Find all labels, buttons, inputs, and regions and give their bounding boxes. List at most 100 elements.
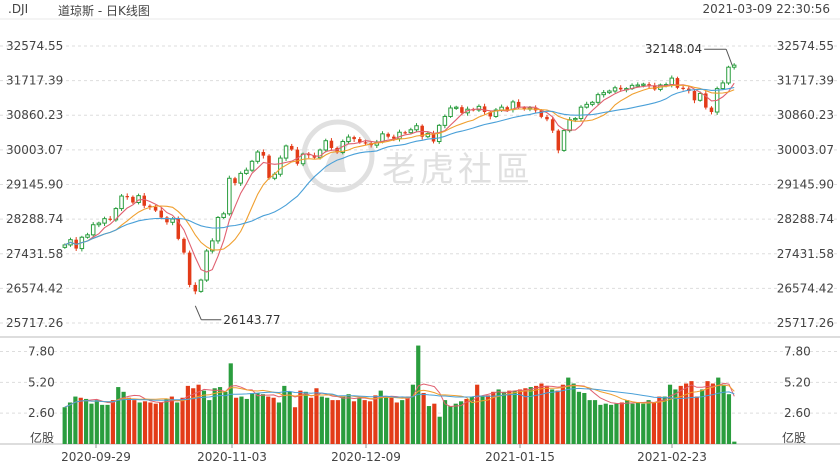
volume-bar [716, 377, 721, 444]
price-axis-label-left: 25717.26 [6, 316, 63, 330]
ma5-line [64, 82, 735, 273]
volume-bar [448, 406, 453, 444]
volume-bar [341, 396, 346, 444]
timestamp-label: 2021-03-09 22:30:56 [702, 2, 830, 16]
volume-bar [641, 403, 646, 444]
candle-body [595, 94, 601, 103]
volume-unit-label-right: 亿股 [782, 430, 806, 445]
candle-body [675, 78, 680, 88]
volume-bar [517, 389, 523, 444]
candle-body [113, 208, 119, 221]
volume-bar [512, 390, 517, 444]
candle-body [545, 116, 549, 120]
volume-bar [62, 407, 67, 444]
volume-ma10-line [64, 384, 735, 408]
volume-bar [705, 381, 710, 444]
price-axis-label-right: 25717.26 [777, 316, 834, 330]
volume-bar [689, 381, 694, 444]
candle-body [125, 196, 129, 198]
volume-bar [485, 395, 490, 444]
candle-body [323, 140, 329, 151]
price-axis-label-left: 29145.90 [6, 178, 63, 192]
volume-bar [105, 404, 110, 444]
volume-bar [576, 391, 582, 444]
volume-bar [89, 403, 94, 444]
volume-bar [164, 398, 169, 444]
volume-bar [726, 394, 732, 444]
volume-bar [453, 403, 458, 444]
price-axis-label-right: 30860.23 [777, 108, 834, 122]
volume-axis-label-right: 7.80 [784, 344, 811, 358]
candle-body [238, 172, 243, 184]
candle-body [210, 240, 215, 252]
volume-bar [362, 400, 367, 444]
volume-bar [373, 395, 378, 444]
price-axis-label-right: 27431.58 [777, 247, 834, 261]
volume-bar [314, 388, 319, 444]
volume-bar [630, 403, 635, 444]
candle-body [612, 87, 618, 92]
x-tick-label: 2020-12-09 [331, 450, 401, 464]
candle-body [704, 93, 708, 108]
candle-body [295, 149, 300, 164]
price-axis-label-right: 28288.74 [777, 212, 834, 226]
volume-bar [116, 387, 121, 444]
candle-body [329, 140, 334, 148]
volume-bar [491, 391, 496, 444]
volume-bar [94, 400, 99, 444]
volume-bar [582, 393, 587, 444]
volume-bar [132, 400, 137, 444]
volume-bar [287, 391, 292, 444]
candle-body [131, 196, 135, 203]
x-tick-label: 2020-11-03 [197, 450, 267, 464]
price-axis-label-right: 26574.42 [777, 281, 834, 295]
volume-bar [110, 400, 115, 444]
volume-bar [592, 400, 598, 444]
candle-body [731, 64, 737, 68]
volume-bar [255, 393, 260, 444]
volume-bar [732, 441, 737, 444]
volume-bar [121, 391, 126, 444]
candle-body [176, 219, 181, 239]
volume-bar [410, 384, 415, 444]
candle-body [352, 137, 356, 140]
candle-body [584, 103, 589, 108]
high-annotation-label: 32148.04 [645, 42, 702, 56]
candle-body [561, 130, 567, 151]
candle-body [102, 218, 107, 224]
volume-bar [73, 396, 78, 444]
candle-body [567, 119, 572, 132]
candle-body [153, 206, 158, 211]
volume-bar [587, 400, 592, 444]
volume-bar [496, 389, 501, 444]
volume-bar [217, 387, 223, 444]
candle-body [119, 195, 124, 210]
candle-body [482, 106, 487, 113]
candle-body [556, 130, 561, 151]
volume-bar [142, 401, 148, 444]
volume-bar [309, 397, 314, 444]
volume-bar [475, 384, 480, 444]
volume-bar [185, 385, 190, 444]
volume-bar [335, 400, 340, 444]
volume-bar [244, 398, 249, 444]
high-annotation-leader [725, 49, 733, 66]
candle-body [590, 101, 595, 105]
volume-bar [700, 389, 705, 444]
candle-body [346, 136, 351, 143]
candle-body [408, 129, 414, 134]
volume-bar [330, 400, 335, 444]
candle-body [431, 133, 436, 142]
volume-bar [603, 403, 608, 444]
volume-bar [239, 396, 244, 444]
candle-body [193, 284, 198, 292]
volume-bar [207, 400, 212, 444]
volume-bar [303, 391, 308, 444]
ma20-line [64, 86, 735, 246]
volume-bar [394, 402, 399, 444]
volume-bar [212, 388, 217, 444]
candle-body [522, 107, 527, 109]
symbol-label: .DJI [8, 2, 29, 16]
price-axis-label-right: 30003.07 [777, 143, 834, 157]
price-axis-label-left: 31717.39 [6, 74, 63, 88]
